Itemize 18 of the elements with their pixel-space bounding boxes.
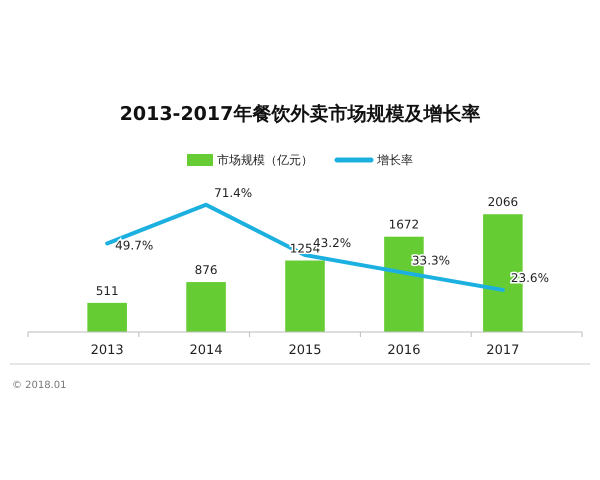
x-tick-label: 2015	[288, 343, 322, 358]
x-tick-label: 2017	[486, 343, 520, 358]
chart-title: 2013-2017年餐饮外卖市场规模及增长率	[120, 103, 480, 125]
x-tick-label: 2016	[387, 343, 420, 358]
data-label: 2066	[488, 195, 518, 210]
x-tick-label: 2014	[190, 343, 223, 358]
data-label: 511	[96, 284, 119, 298]
data-label: 876	[194, 263, 218, 278]
legend-label: 市场规模（亿元）	[217, 153, 313, 167]
data-label: 71.4%	[214, 186, 252, 200]
text: © 2018.01	[12, 380, 67, 391]
bar	[285, 260, 325, 332]
data-label: 1672	[388, 218, 420, 232]
bar	[186, 282, 226, 332]
x-tick-label: 2013	[90, 343, 124, 358]
bar	[87, 302, 127, 332]
data-label: 49.7%	[115, 238, 154, 252]
legend-label: 增长率	[376, 153, 413, 167]
